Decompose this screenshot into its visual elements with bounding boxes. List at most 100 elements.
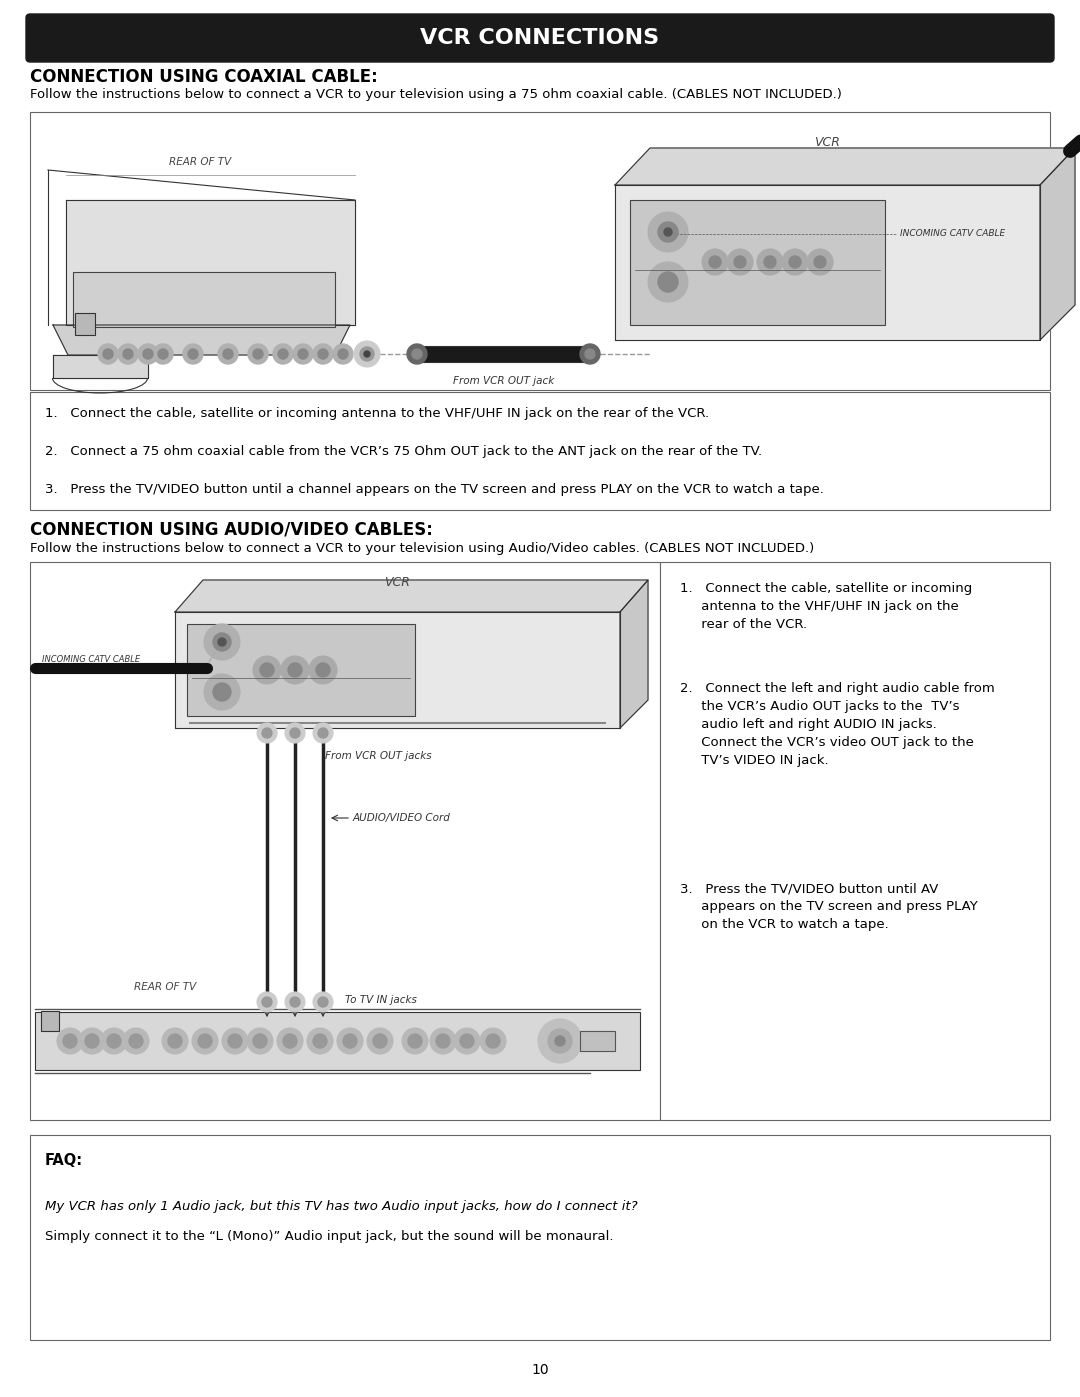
Circle shape [298, 349, 308, 359]
Text: 3.   Press the TV/VIDEO button until a channel appears on the TV screen and pres: 3. Press the TV/VIDEO button until a cha… [45, 483, 824, 496]
Circle shape [291, 997, 300, 1007]
Text: CONNECTION USING COAXIAL CABLE:: CONNECTION USING COAXIAL CABLE: [30, 68, 378, 87]
Circle shape [354, 341, 380, 367]
Circle shape [204, 673, 240, 710]
Circle shape [367, 1028, 393, 1053]
Circle shape [247, 1028, 273, 1053]
Circle shape [782, 249, 808, 275]
Circle shape [192, 1028, 218, 1053]
Bar [35, 1011, 640, 1070]
Bar [30, 1134, 1050, 1340]
Circle shape [313, 1034, 327, 1048]
Circle shape [343, 1034, 357, 1048]
Circle shape [316, 664, 330, 678]
Polygon shape [175, 612, 620, 728]
Circle shape [407, 344, 427, 365]
Text: FAQ:: FAQ: [45, 1153, 83, 1168]
Circle shape [222, 349, 233, 359]
Circle shape [188, 349, 198, 359]
Circle shape [285, 724, 305, 743]
Text: REAR OF TV: REAR OF TV [134, 982, 197, 992]
Bar [580, 1031, 615, 1051]
Bar [41, 1011, 59, 1031]
Circle shape [333, 344, 353, 365]
Circle shape [222, 1028, 248, 1053]
Circle shape [460, 1034, 474, 1048]
Text: From VCR OUT jack: From VCR OUT jack [453, 376, 554, 386]
Circle shape [313, 344, 333, 365]
Circle shape [257, 724, 276, 743]
Text: 10: 10 [531, 1363, 549, 1377]
Bar [187, 624, 415, 717]
Circle shape [313, 992, 333, 1011]
Circle shape [814, 256, 826, 268]
Circle shape [260, 664, 274, 678]
Text: INCOMING CATV CABLE: INCOMING CATV CABLE [900, 229, 1005, 239]
Text: From VCR OUT jacks: From VCR OUT jacks [325, 752, 432, 761]
Circle shape [538, 1018, 582, 1063]
Circle shape [138, 344, 158, 365]
Circle shape [153, 344, 173, 365]
Circle shape [727, 249, 753, 275]
Circle shape [253, 349, 264, 359]
Circle shape [257, 992, 276, 1011]
Text: My VCR has only 1 Audio jack, but this TV has two Audio input jacks, how do I co: My VCR has only 1 Audio jack, but this T… [45, 1200, 637, 1213]
Circle shape [364, 351, 370, 358]
Circle shape [658, 272, 678, 292]
Circle shape [708, 256, 721, 268]
Bar [30, 393, 1050, 510]
Polygon shape [53, 355, 148, 379]
Text: REAR OF TV: REAR OF TV [168, 156, 231, 168]
Circle shape [213, 633, 231, 651]
Circle shape [318, 349, 328, 359]
Circle shape [318, 997, 328, 1007]
Circle shape [262, 728, 272, 738]
Text: To TV IN jacks: To TV IN jacks [345, 995, 417, 1004]
Circle shape [85, 1034, 99, 1048]
Polygon shape [620, 580, 648, 728]
Circle shape [204, 624, 240, 659]
Circle shape [57, 1028, 83, 1053]
Circle shape [228, 1034, 242, 1048]
Circle shape [408, 1034, 422, 1048]
Circle shape [360, 346, 374, 360]
Text: Follow the instructions below to connect a VCR to your television using Audio/Vi: Follow the instructions below to connect… [30, 542, 814, 555]
Circle shape [262, 997, 272, 1007]
Circle shape [757, 249, 783, 275]
Text: Follow the instructions below to connect a VCR to your television using a 75 ohm: Follow the instructions below to connect… [30, 88, 842, 101]
Circle shape [658, 222, 678, 242]
Circle shape [436, 1034, 450, 1048]
Circle shape [664, 228, 672, 236]
Circle shape [129, 1034, 143, 1048]
Circle shape [276, 1028, 303, 1053]
Circle shape [285, 992, 305, 1011]
Circle shape [158, 349, 168, 359]
Text: VCR: VCR [814, 136, 840, 148]
Circle shape [162, 1028, 188, 1053]
Circle shape [288, 664, 302, 678]
Circle shape [183, 344, 203, 365]
Circle shape [480, 1028, 507, 1053]
Text: AUDIO/VIDEO Cord: AUDIO/VIDEO Cord [353, 813, 450, 823]
Circle shape [198, 1034, 212, 1048]
Circle shape [307, 1028, 333, 1053]
Polygon shape [1040, 148, 1075, 339]
Circle shape [123, 1028, 149, 1053]
Text: 1.   Connect the cable, satellite or incoming antenna to the VHF/UHF IN jack on : 1. Connect the cable, satellite or incom… [45, 407, 710, 420]
Bar [660, 562, 1050, 1120]
Circle shape [337, 1028, 363, 1053]
Circle shape [373, 1034, 387, 1048]
Circle shape [218, 344, 238, 365]
Circle shape [79, 1028, 105, 1053]
Circle shape [123, 349, 133, 359]
Bar [30, 562, 660, 1120]
Bar [30, 112, 1050, 390]
Circle shape [309, 657, 337, 685]
Circle shape [555, 1037, 565, 1046]
Circle shape [103, 349, 113, 359]
Bar [630, 200, 885, 326]
Circle shape [118, 344, 138, 365]
Polygon shape [175, 580, 648, 612]
FancyBboxPatch shape [26, 14, 1054, 61]
Circle shape [291, 728, 300, 738]
